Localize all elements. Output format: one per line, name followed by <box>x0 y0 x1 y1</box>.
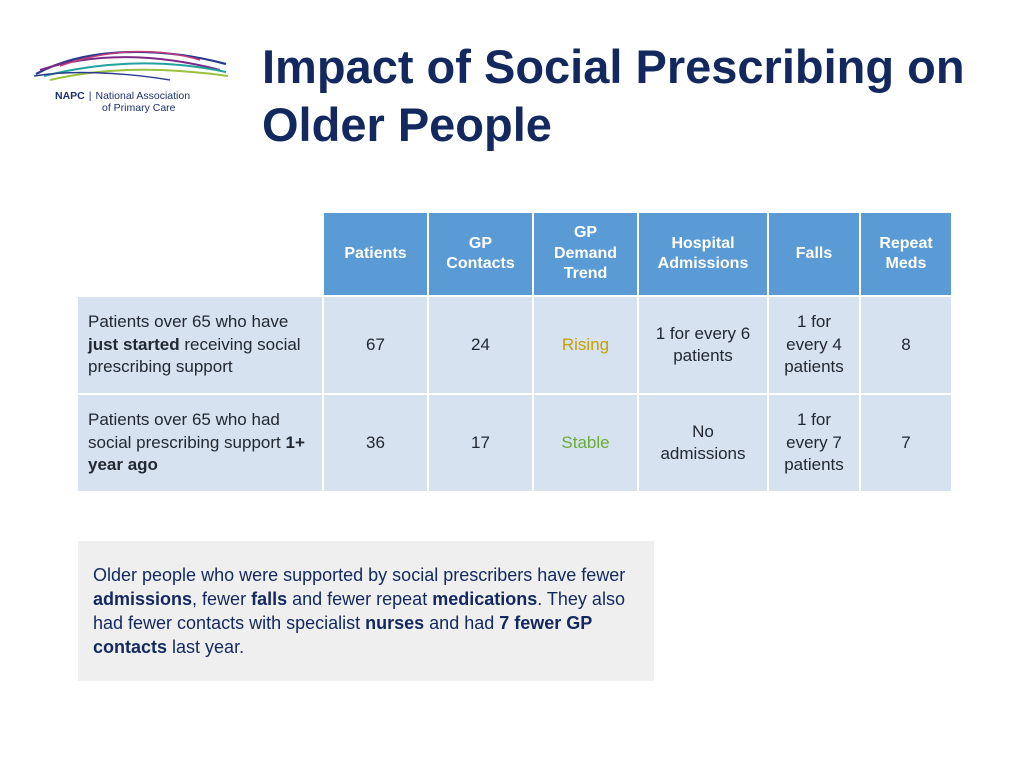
row2-falls: 1 for every 7 patients <box>769 395 859 491</box>
header-repeat-meds: Repeat Meds <box>861 213 951 295</box>
row2-gp-contacts: 17 <box>429 395 532 491</box>
table-corner <box>78 213 322 295</box>
header-gp-contacts: GP Contacts <box>429 213 532 295</box>
row2-label: Patients over 65 who had social prescrib… <box>78 395 322 491</box>
logo-name-line2: of Primary Care <box>102 102 176 114</box>
header-gp-demand-trend: GP Demand Trend <box>534 213 637 295</box>
logo-abbr: NAPC <box>55 90 85 102</box>
header-hospital-admissions: Hospital Admissions <box>639 213 767 295</box>
logo-wordmark: NAPC | National Association of Primary Car… <box>55 90 190 114</box>
page-title: Impact of Social Prescribing on Older Pe… <box>262 40 965 151</box>
row1-hospital-admissions: 1 for every 6 patients <box>639 297 767 393</box>
row1-gp-demand-trend: Rising <box>534 297 637 393</box>
header-patients: Patients <box>324 213 427 295</box>
row2-patients: 36 <box>324 395 427 491</box>
logo-name-line1: National Association <box>95 90 191 102</box>
napc-logo: NAPC | National Association of Primary Car… <box>30 40 230 120</box>
header-falls: Falls <box>769 213 859 295</box>
row2-gp-demand-trend: Stable <box>534 395 637 491</box>
row1-label: Patients over 65 who have just started r… <box>78 297 322 393</box>
logo-separator: | <box>88 90 92 102</box>
napc-swoosh-icon <box>33 50 229 81</box>
row1-falls: 1 for every 4 patients <box>769 297 859 393</box>
row1-gp-contacts: 24 <box>429 297 532 393</box>
summary-note: Older people who were supported by socia… <box>78 541 654 681</box>
row2-repeat-meds: 7 <box>861 395 951 491</box>
row1-patients: 67 <box>324 297 427 393</box>
row2-hospital-admissions: No admissions <box>639 395 767 491</box>
row1-repeat-meds: 8 <box>861 297 951 393</box>
impact-table: Patients GP Contacts GP Demand Trend Hos… <box>78 213 951 491</box>
